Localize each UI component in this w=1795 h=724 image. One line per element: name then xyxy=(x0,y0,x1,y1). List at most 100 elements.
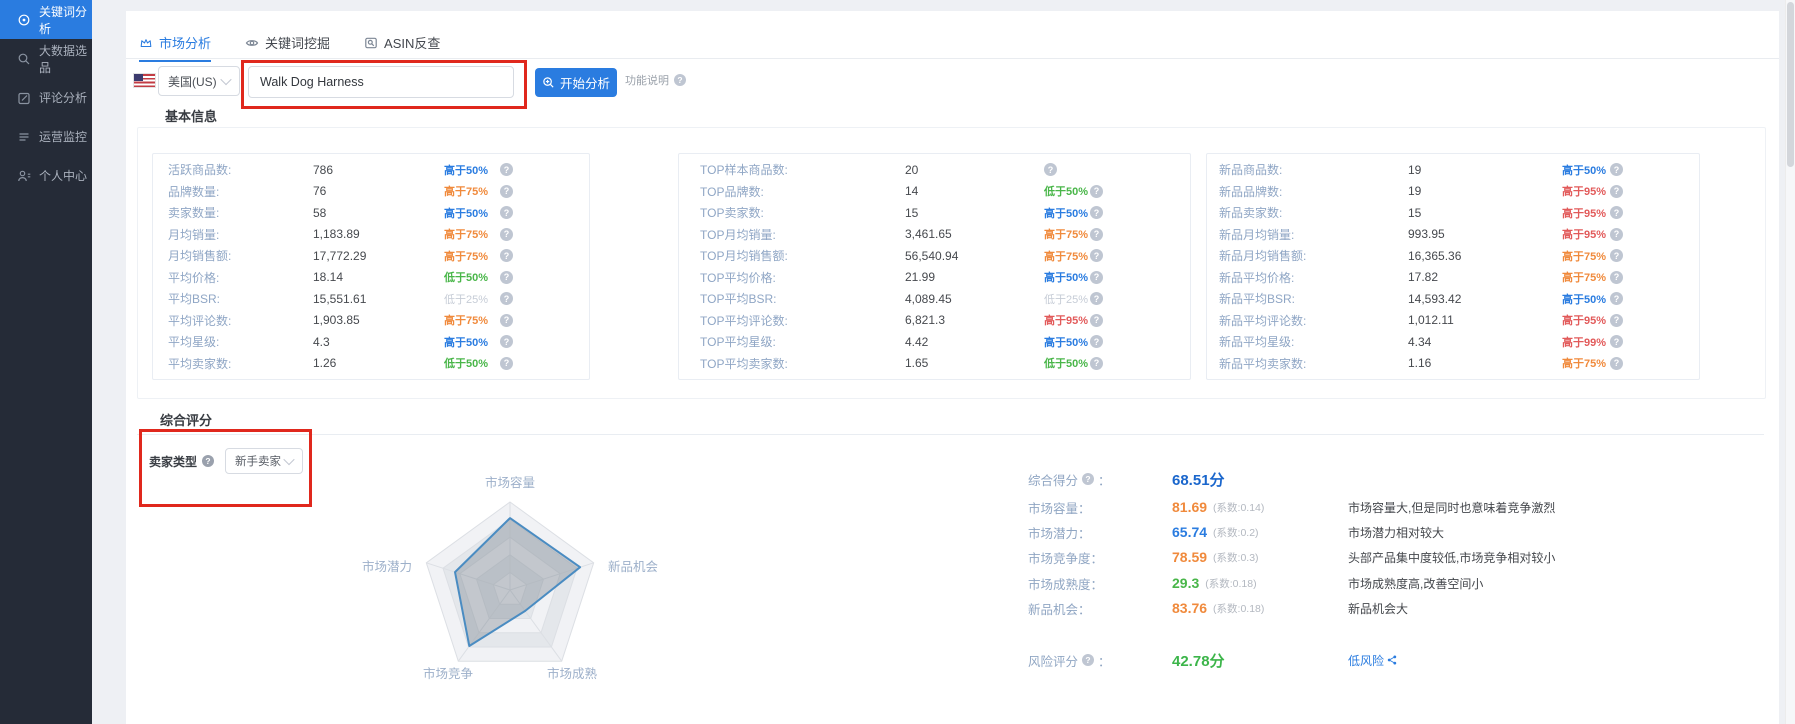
stat-value: 1,012.11 xyxy=(1408,313,1454,328)
chevron-down-icon xyxy=(220,73,232,86)
question-icon[interactable]: ? xyxy=(202,455,215,467)
country-select-value: 美国(US) xyxy=(168,74,217,89)
percentile-badge: 低于50% xyxy=(444,272,489,285)
tab-label: ASIN反查 xyxy=(384,36,441,51)
question-icon[interactable]: ? xyxy=(500,292,513,306)
question-icon[interactable]: ? xyxy=(1610,227,1623,241)
sidebar-item-label: 运营监控 xyxy=(39,130,88,144)
question-icon[interactable]: ? xyxy=(674,74,686,86)
question-icon[interactable]: ? xyxy=(1090,184,1103,198)
question-icon[interactable]: ? xyxy=(1610,206,1623,220)
percentile-badge: 低于50% xyxy=(1044,358,1089,371)
score-item-description: 新品机会大 xyxy=(1348,601,1409,616)
question-icon[interactable]: ? xyxy=(1610,313,1623,327)
stat-row: 月均销售额: 17,772.29 高于75%? xyxy=(153,246,589,266)
question-icon[interactable]: ? xyxy=(1044,163,1057,177)
stat-label: 新品平均价格: xyxy=(1219,270,1295,285)
question-icon[interactable]: ? xyxy=(500,184,513,198)
percentile-badge: 高于95% xyxy=(1562,186,1607,199)
stat-value: 1.26 xyxy=(313,356,337,371)
stat-value: 15 xyxy=(905,205,919,220)
question-icon[interactable]: ? xyxy=(1090,335,1103,349)
chevron-down-icon xyxy=(283,453,295,466)
stat-row: 新品平均价格: 17.82 高于75%? xyxy=(1207,267,1699,287)
stat-label: 新品品牌数: xyxy=(1219,184,1283,199)
question-icon[interactable]: ? xyxy=(1090,313,1103,327)
question-icon[interactable]: ? xyxy=(500,163,513,177)
stat-value: 1,183.89 xyxy=(313,227,360,242)
stat-label: 活跃商品数: xyxy=(168,163,232,178)
keyword-input[interactable] xyxy=(248,66,514,98)
tab-market-analysis[interactable]: 市场分析 xyxy=(139,33,212,62)
question-icon[interactable]: ? xyxy=(1090,249,1103,263)
score-item-row: 市场竞争度： 78.59 (系数:0.3) 头部产品集中度较低,市场竞争相对较小 xyxy=(1028,547,1773,567)
stat-value: 16,365.36 xyxy=(1408,248,1462,263)
sidebar-item-keyword-analysis[interactable]: 关键词分析 xyxy=(0,0,92,39)
question-icon[interactable]: ? xyxy=(500,249,513,263)
stat-row: 平均卖家数: 1.26 低于50%? xyxy=(153,353,589,373)
question-icon[interactable]: ? xyxy=(1090,206,1103,220)
sidebar-item-label: 关键词分析 xyxy=(39,4,88,36)
question-icon[interactable]: ? xyxy=(1610,270,1623,284)
stats-panel-new-product: 新品商品数: 19 高于50%? 新品品牌数: 19 高于95%? 新品卖家数: 15 高于95… xyxy=(1206,153,1700,380)
question-icon[interactable]: ? xyxy=(1610,292,1623,306)
sidebar-item-operation-monitor[interactable]: 运营监控 xyxy=(0,117,92,156)
feature-help[interactable]: 功能说明 ? xyxy=(625,72,686,88)
overall-score-value: 68.51分 xyxy=(1172,471,1225,489)
question-icon[interactable]: ? xyxy=(1090,292,1103,306)
score-item-label: 市场潜力： xyxy=(1028,526,1091,541)
stat-label: 月均销量: xyxy=(168,227,220,242)
risk-level-link[interactable]: 低风险 xyxy=(1348,652,1397,669)
question-icon[interactable]: ? xyxy=(1090,227,1103,241)
question-icon[interactable]: ? xyxy=(1082,473,1095,485)
question-icon[interactable]: ? xyxy=(500,206,513,220)
stat-label: 平均评论数: xyxy=(168,313,232,328)
sidebar-item-label: 个人中心 xyxy=(39,169,88,183)
analyze-button[interactable]: 开始分析 xyxy=(535,68,617,97)
stat-label: 新品平均星级: xyxy=(1219,335,1295,350)
stat-value: 786 xyxy=(313,162,334,177)
question-icon[interactable]: ? xyxy=(1610,249,1623,263)
tab-keyword-mining[interactable]: 关键词挖掘 xyxy=(245,33,330,62)
seller-type-select[interactable]: 新手卖家 xyxy=(225,448,304,474)
stat-label: 平均BSR: xyxy=(168,292,221,307)
stat-label: TOP品牌数: xyxy=(700,184,764,199)
scrollbar-thumb[interactable] xyxy=(1787,2,1794,167)
stat-label: 平均价格: xyxy=(168,270,220,285)
analyze-button-label: 开始分析 xyxy=(559,77,610,91)
question-icon[interactable]: ? xyxy=(500,335,513,349)
stat-value: 4.34 xyxy=(1408,334,1432,349)
seller-type-value: 新手卖家 xyxy=(235,456,282,468)
eye-icon xyxy=(245,36,259,50)
scrollbar[interactable] xyxy=(1785,0,1795,724)
stat-label: 新品商品数: xyxy=(1219,163,1283,178)
score-summary: 综合得分 ? ： 68.51分 风险评分 ? ： 42.78分 低风险 市场容量… xyxy=(1028,465,1773,700)
radar-axis-label: 新品机会 xyxy=(608,559,659,574)
question-icon[interactable]: ? xyxy=(500,227,513,241)
question-icon[interactable]: ? xyxy=(1090,270,1103,284)
score-item-row: 市场成熟度： 29.3 (系数:0.18) 市场成熟度高,改善空间小 xyxy=(1028,573,1773,593)
sidebar-item-personal-center[interactable]: 个人中心 xyxy=(0,156,92,195)
score-item-coefficient: (系数:0.18) xyxy=(1213,602,1265,615)
country-select[interactable]: 美国(US) xyxy=(158,66,240,96)
risk-level-label: 低风险 xyxy=(1348,653,1385,668)
sidebar-item-big-data-selection[interactable]: 大数据选品 xyxy=(0,39,92,78)
question-icon[interactable]: ? xyxy=(500,313,513,327)
question-icon[interactable]: ? xyxy=(500,356,513,370)
tab-asin-reverse-lookup[interactable]: ASIN反查 xyxy=(364,33,440,62)
stat-label: 新品月均销量: xyxy=(1219,227,1295,242)
question-icon[interactable]: ? xyxy=(1610,163,1623,177)
question-icon[interactable]: ? xyxy=(500,270,513,284)
question-icon[interactable]: ? xyxy=(1082,654,1095,666)
crown-icon xyxy=(139,36,153,50)
percentile-badge: 低于50% xyxy=(444,358,489,371)
question-icon[interactable]: ? xyxy=(1610,335,1623,349)
question-icon[interactable]: ? xyxy=(1610,356,1623,370)
sidebar-item-review-analysis[interactable]: 评论分析 xyxy=(0,78,92,117)
question-icon[interactable]: ? xyxy=(1090,356,1103,370)
stat-label: 新品卖家数: xyxy=(1219,206,1283,221)
stat-label: TOP平均卖家数: xyxy=(700,356,788,371)
question-icon[interactable]: ? xyxy=(1610,184,1623,198)
percentile-badge: 高于75% xyxy=(444,229,489,242)
stat-value: 17,772.29 xyxy=(313,248,367,263)
